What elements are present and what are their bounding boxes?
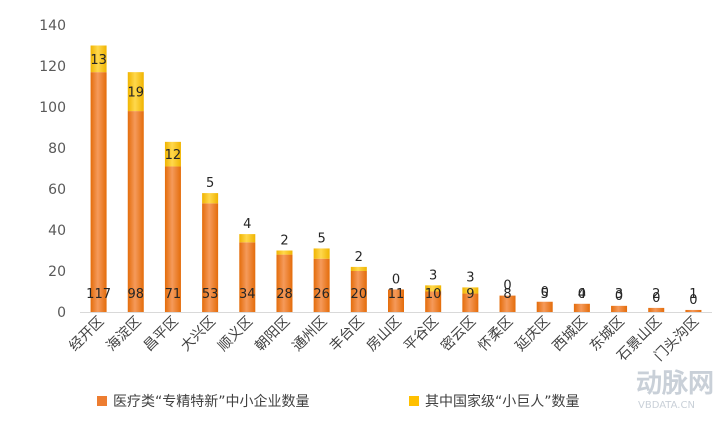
bar-enterprise <box>573 303 590 312</box>
y-tick-label: 140 <box>39 18 66 34</box>
bar-little-giant <box>425 285 442 292</box>
data-label-enterprise: 5 <box>541 287 549 302</box>
x-category-label: 平谷区 <box>401 314 442 355</box>
x-category-label: 昌平区 <box>141 314 182 355</box>
bar-little-giant <box>164 141 181 167</box>
data-label-enterprise: 11 <box>388 287 405 302</box>
y-tick-label: 100 <box>39 100 66 116</box>
bar-little-giant <box>313 248 330 259</box>
bar-little-giant <box>462 287 479 294</box>
bar-enterprise <box>350 271 367 312</box>
x-category-label: 朝阳区 <box>252 314 293 355</box>
data-label-little-giant: 0 <box>392 272 400 287</box>
x-category-label: 延庆区 <box>513 314 554 355</box>
y-tick-label: 0 <box>57 305 66 321</box>
bar-enterprise <box>425 291 442 312</box>
data-label-little-giant: 19 <box>127 86 144 101</box>
data-label-enterprise: 9 <box>466 287 474 302</box>
data-label-enterprise: 10 <box>425 287 442 302</box>
data-label-little-giant: 0 <box>578 287 586 302</box>
data-label-enterprise: 2 <box>652 287 660 302</box>
data-label-little-giant: 3 <box>466 270 474 285</box>
y-tick-label: 80 <box>48 141 66 157</box>
data-label-little-giant: 5 <box>206 176 214 191</box>
bar-enterprise <box>164 166 181 312</box>
data-label-little-giant: 2 <box>280 234 288 249</box>
bar-little-giant <box>202 193 219 204</box>
data-label-enterprise: 26 <box>313 287 330 302</box>
data-label-little-giant: 13 <box>90 53 107 68</box>
data-label-little-giant: 0 <box>652 291 660 306</box>
data-label-enterprise: 4 <box>578 287 586 302</box>
data-label-enterprise: 20 <box>351 287 368 302</box>
data-label-little-giant: 4 <box>243 217 251 232</box>
data-label-enterprise: 28 <box>276 287 293 302</box>
data-label-little-giant: 5 <box>318 231 326 246</box>
bar-enterprise <box>239 242 256 312</box>
watermark-url: VBDATA.CN <box>638 400 695 411</box>
bar-enterprise <box>276 254 293 312</box>
bar-enterprise <box>202 203 219 312</box>
data-label-enterprise: 53 <box>202 287 219 302</box>
bar-enterprise <box>536 301 553 312</box>
legend-swatch-little-giant <box>409 396 419 406</box>
bar-little-giant <box>276 250 293 255</box>
x-category-label: 丰台区 <box>327 314 368 355</box>
data-label-enterprise: 117 <box>86 287 111 302</box>
x-category-label: 西城区 <box>550 314 591 355</box>
bar-enterprise <box>388 289 404 312</box>
data-label-enterprise: 8 <box>503 287 511 302</box>
y-tick-label: 20 <box>48 264 66 280</box>
bar-little-giant <box>350 266 367 271</box>
x-category-label: 密云区 <box>437 313 479 355</box>
data-label-little-giant: 0 <box>689 293 697 308</box>
data-label-enterprise: 3 <box>615 287 623 302</box>
data-label-little-giant: 0 <box>615 289 623 304</box>
bar-little-giant <box>239 234 256 243</box>
bar-enterprise <box>127 111 144 312</box>
x-category-label: 房山区 <box>364 314 405 355</box>
bar-enterprise <box>90 72 107 313</box>
y-tick-label: 120 <box>39 59 66 75</box>
bar-enterprise <box>499 295 516 312</box>
data-label-little-giant: 12 <box>165 148 182 163</box>
data-label-little-giant: 0 <box>541 285 549 300</box>
x-category-label: 大兴区 <box>178 314 219 355</box>
bar-enterprise <box>462 293 479 312</box>
data-label-enterprise: 98 <box>127 287 144 302</box>
bar-enterprise <box>648 307 665 312</box>
legend-label-enterprise: 医疗类“专精特新”中小企业数量 <box>113 393 310 410</box>
data-label-enterprise: 34 <box>239 287 256 302</box>
data-label-enterprise: 71 <box>165 287 182 302</box>
bar-enterprise <box>685 309 702 312</box>
data-label-little-giant: 0 <box>503 279 511 294</box>
legend-swatch-enterprise <box>97 396 107 406</box>
watermark-brand: 动脉网 <box>636 369 714 399</box>
y-tick-label: 40 <box>48 223 66 239</box>
x-category-label: 经开区 <box>66 314 107 355</box>
x-category-label: 顺义区 <box>215 314 256 355</box>
data-label-little-giant: 3 <box>429 268 437 283</box>
bar-little-giant <box>127 72 144 112</box>
x-category-label: 通州区 <box>289 314 330 355</box>
x-category-label: 怀柔区 <box>475 314 516 355</box>
bar-enterprise <box>313 258 330 312</box>
bar-little-giant <box>90 45 107 73</box>
data-label-little-giant: 2 <box>355 250 363 265</box>
y-tick-label: 60 <box>48 182 66 198</box>
data-label-enterprise: 1 <box>689 287 697 302</box>
legend-label-little-giant: 其中国家级“小巨人”数量 <box>425 393 580 410</box>
bar-enterprise <box>611 305 628 312</box>
x-category-label: 海淀区 <box>104 314 145 355</box>
